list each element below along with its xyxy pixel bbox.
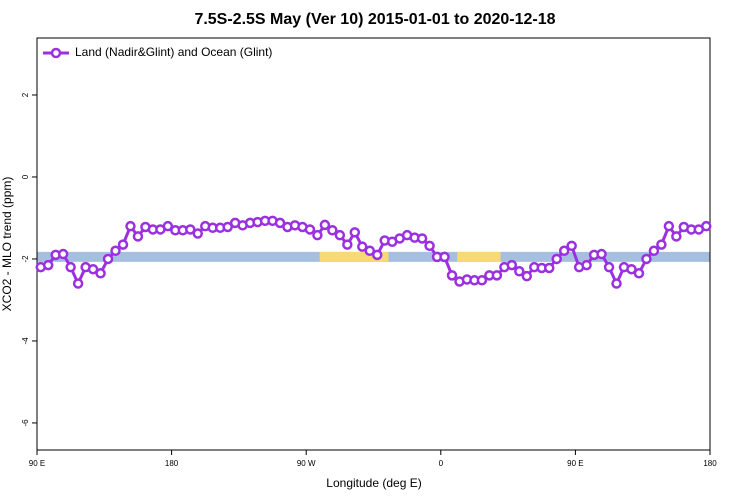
point — [72, 278, 84, 289]
point — [65, 261, 76, 273]
point — [566, 240, 577, 252]
point — [319, 219, 331, 231]
point — [701, 220, 712, 232]
x-tick-label: 180 — [165, 459, 179, 468]
y-tick-label: -2 — [21, 255, 30, 263]
point — [439, 251, 450, 263]
point — [132, 231, 144, 242]
point — [558, 245, 570, 257]
point — [304, 224, 316, 235]
y-tick-label: -6 — [21, 419, 30, 427]
point — [521, 270, 533, 282]
point — [656, 239, 667, 250]
point — [633, 268, 645, 279]
point — [342, 239, 353, 250]
x-tick-label: 90 E — [29, 459, 45, 468]
y-axis-label: XCO2 - MLO trend (ppm) — [0, 177, 14, 312]
point — [192, 228, 204, 239]
x-tick-label: 90 W — [297, 459, 316, 468]
point — [327, 225, 338, 236]
point — [581, 259, 592, 271]
point — [611, 278, 622, 289]
point — [551, 253, 562, 265]
point — [312, 229, 323, 241]
point — [162, 220, 174, 232]
point — [87, 263, 99, 275]
point — [514, 266, 525, 277]
x-tick-label: 180 — [703, 459, 717, 468]
point — [416, 233, 428, 244]
point — [125, 220, 136, 232]
point — [357, 241, 368, 252]
point — [476, 275, 488, 286]
point — [543, 262, 555, 274]
point — [222, 221, 233, 233]
x-tick-label: 0 — [439, 459, 444, 468]
point — [506, 259, 518, 271]
point — [349, 227, 361, 238]
point — [110, 245, 121, 257]
point — [626, 263, 637, 275]
point — [491, 270, 503, 281]
point — [364, 245, 376, 257]
point — [603, 261, 615, 273]
point — [371, 249, 383, 261]
plot-frame — [36, 37, 711, 451]
point — [274, 217, 286, 229]
y-tick-label: -4 — [21, 337, 30, 345]
point — [117, 239, 129, 250]
x-axis-label: Longitude (deg E) — [326, 476, 421, 490]
point — [648, 245, 660, 257]
legend-marker — [50, 47, 62, 59]
chart-title: 7.5S-2.5S May (Ver 10) 2015-01-01 to 202… — [194, 11, 555, 28]
y-tick-label: 2 — [21, 92, 30, 97]
y-tick-label: 0 — [21, 174, 30, 179]
point — [57, 248, 69, 260]
point — [42, 259, 54, 271]
point — [424, 240, 435, 252]
legend-label: Land (Nadir&Glint) and Ocean (Glint) — [75, 45, 272, 59]
point — [671, 231, 682, 242]
point — [334, 229, 346, 241]
point — [596, 248, 607, 260]
x-tick-label: 90 E — [567, 459, 583, 468]
point — [102, 253, 114, 265]
point — [446, 270, 458, 281]
point — [663, 220, 675, 232]
point — [641, 253, 652, 265]
point — [185, 224, 196, 235]
point — [95, 268, 106, 279]
